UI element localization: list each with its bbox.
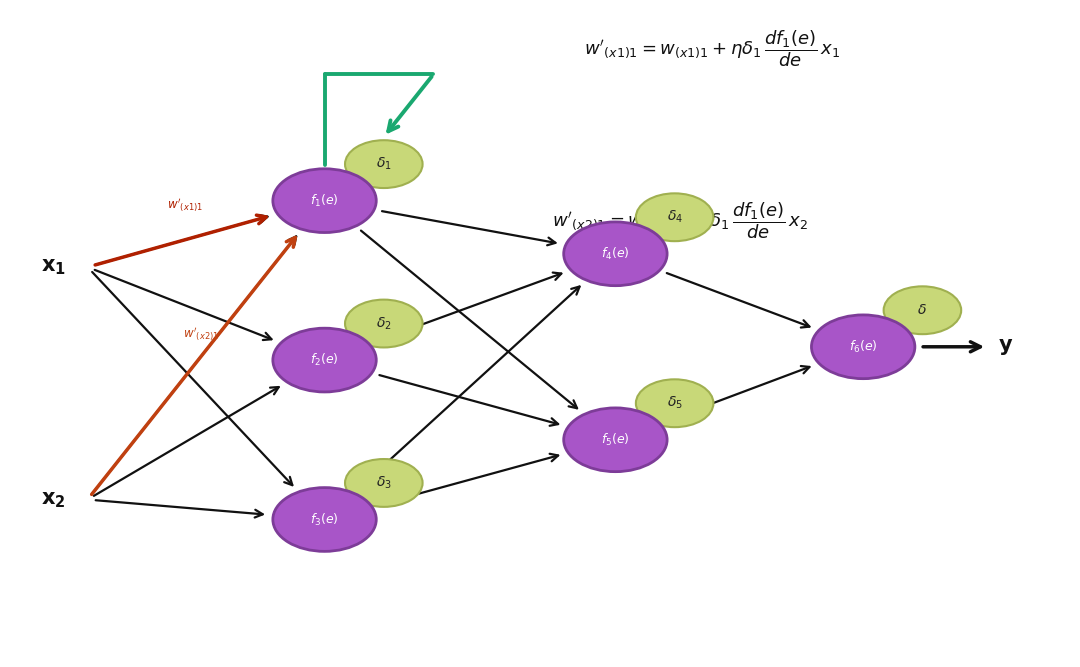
Circle shape [883,286,961,334]
Text: $\delta_4$: $\delta_4$ [666,209,683,225]
Circle shape [273,169,376,233]
Text: $f_2(e)$: $f_2(e)$ [310,352,339,368]
Circle shape [636,380,714,427]
Text: $f_4(e)$: $f_4(e)$ [602,245,630,262]
Text: $w'_{(x1)1}$: $w'_{(x1)1}$ [166,196,202,214]
Circle shape [564,408,667,472]
Text: $\delta$: $\delta$ [918,303,928,317]
Circle shape [564,222,667,285]
Text: $w'_{(x2)1} = w_{(x2)1} + \eta\delta_1\, \dfrac{df_1(e)}{de}\, x_2$: $w'_{(x2)1} = w_{(x2)1} + \eta\delta_1\,… [552,201,808,241]
Text: $w'_{(x2)1}$: $w'_{(x2)1}$ [183,325,218,344]
Circle shape [345,459,422,507]
Text: $\delta_1$: $\delta_1$ [376,156,392,172]
Circle shape [345,140,422,188]
Circle shape [273,328,376,392]
Text: $\delta_5$: $\delta_5$ [666,395,683,412]
Text: $w'_{(x1)1} = w_{(x1)1} + \eta\delta_1\, \dfrac{df_1(e)}{de}\, x_1$: $w'_{(x1)1} = w_{(x1)1} + \eta\delta_1\,… [584,28,840,69]
Text: $f_1(e)$: $f_1(e)$ [310,193,339,209]
Text: $\mathbf{y}$: $\mathbf{y}$ [998,337,1013,357]
Text: $f_5(e)$: $f_5(e)$ [602,432,630,448]
Circle shape [636,193,714,241]
Circle shape [345,299,422,348]
Text: $\delta_3$: $\delta_3$ [376,475,392,491]
Text: $\mathbf{x_1}$: $\mathbf{x_1}$ [41,257,66,277]
Text: $\delta_2$: $\delta_2$ [376,315,392,331]
Circle shape [811,315,915,379]
Text: $f_3(e)$: $f_3(e)$ [310,512,339,528]
Circle shape [273,488,376,552]
Text: $f_6(e)$: $f_6(e)$ [849,339,878,355]
Text: $\mathbf{x_2}$: $\mathbf{x_2}$ [41,490,66,510]
